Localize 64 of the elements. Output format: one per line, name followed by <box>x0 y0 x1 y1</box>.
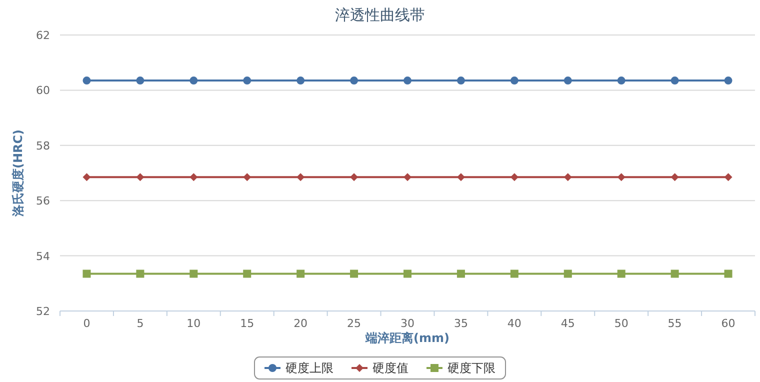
x-tick-label: 5 <box>136 317 144 330</box>
point <box>296 76 305 85</box>
point <box>190 76 198 85</box>
legend-label: 硬度下限 <box>448 361 496 375</box>
chart-title: 淬透性曲线带 <box>335 6 425 24</box>
x-tick-label: 45 <box>560 317 575 330</box>
x-tick-label: 0 <box>83 317 90 330</box>
point <box>670 270 679 278</box>
x-tick-label: 30 <box>400 317 414 330</box>
point <box>136 173 144 182</box>
point <box>243 270 252 278</box>
point <box>456 270 465 278</box>
point <box>82 76 91 85</box>
point <box>82 270 91 278</box>
point <box>404 76 412 85</box>
point <box>456 173 465 182</box>
point <box>564 270 572 278</box>
x-tick-label: 40 <box>507 317 522 330</box>
point <box>243 173 252 182</box>
y-tick-label: 62 <box>36 29 50 42</box>
y-tick-label: 54 <box>36 250 50 263</box>
point <box>404 270 412 278</box>
legend-label: 硬度上限 <box>286 361 334 375</box>
point <box>404 173 412 182</box>
point <box>243 76 252 85</box>
point <box>296 173 305 182</box>
point <box>564 76 572 85</box>
x-tick-label: 60 <box>721 317 736 330</box>
point <box>350 173 358 182</box>
point <box>670 76 679 85</box>
point <box>190 173 198 182</box>
point <box>724 270 732 278</box>
y-tick-label: 56 <box>36 194 50 208</box>
point <box>617 270 626 278</box>
x-tick-label: 15 <box>240 317 254 330</box>
point <box>510 270 518 278</box>
x-tick-label: 35 <box>454 317 468 330</box>
x-tick-label: 50 <box>614 317 628 330</box>
point <box>564 173 572 182</box>
y-tick-label: 60 <box>36 84 50 98</box>
legend-label: 硬度值 <box>372 361 408 375</box>
point <box>190 270 198 278</box>
point <box>670 173 679 182</box>
point <box>510 173 518 182</box>
y-tick-label: 58 <box>36 139 50 152</box>
x-tick-label: 25 <box>347 317 362 330</box>
point <box>136 76 144 85</box>
x-axis-title: 端淬距离(mm) <box>364 331 450 345</box>
x-tick-label: 20 <box>294 317 308 330</box>
y-tick-label: 52 <box>36 305 50 318</box>
y-axis-title: 洛氏硬度(HRC) <box>11 129 25 218</box>
point <box>136 270 144 278</box>
point <box>617 173 626 182</box>
point <box>296 270 305 278</box>
x-tick-label: 55 <box>668 317 682 330</box>
point <box>350 76 358 85</box>
x-tick-label: 10 <box>186 317 201 330</box>
point <box>510 76 518 85</box>
point <box>350 270 358 278</box>
point <box>617 76 626 85</box>
point <box>456 76 465 85</box>
point <box>82 173 91 182</box>
point <box>724 76 732 85</box>
point <box>724 173 732 182</box>
